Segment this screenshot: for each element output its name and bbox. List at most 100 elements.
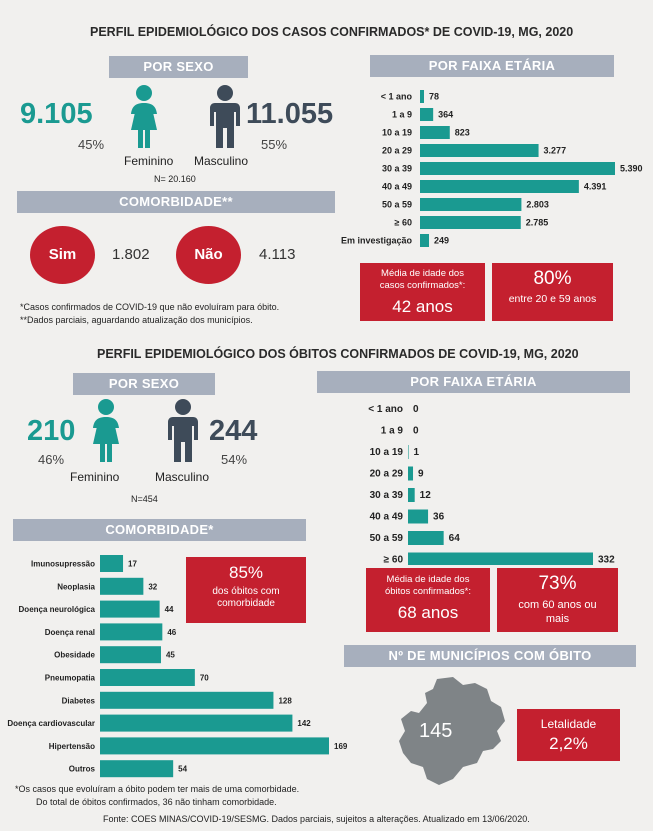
bar [100,714,293,732]
category-label: Outros [69,765,96,774]
deaths-female-label: Feminino [70,470,120,484]
bar [100,623,163,641]
bar [100,737,329,755]
cases-pct-box: 80% entre 20 e 59 anos [492,263,613,321]
bar [420,108,434,121]
cases-comorb-no-circle: Não [176,226,241,284]
female-person-icon [93,399,119,462]
deaths-comorb-box: 85% dos óbitos com comorbidade [186,557,306,623]
lethality-box: Letalidade 2,2% [517,709,620,761]
deaths-comorb-box-label: dos óbitos com comorbidade [212,586,280,609]
value-label: 44 [165,605,174,614]
deaths-pct-box: 73% com 60 anos ou mais [497,568,618,632]
value-label: 78 [429,92,439,102]
bar [408,552,593,565]
bar [408,509,429,524]
value-label: 54 [178,765,187,774]
cases-male-label: Masculino [194,154,249,168]
deaths-comorb-header: COMORBIDADE* [13,519,306,541]
category-label: Imunosupressão [31,560,95,569]
cases-comorb-yes-label: Sim [48,246,77,263]
value-label: 32 [148,582,157,591]
cases-comorb-header: COMORBIDADE** [17,191,335,213]
value-label: 823 [455,128,470,138]
cases-female-count: 9.105 [20,98,93,130]
cases-comorb-yes-circle: Sim [30,226,95,284]
deaths-comorb-chart: Imunosupressão 17 Neoplasia 32 Doença neurol… [7,555,348,778]
category-label: Em investigação [341,236,413,246]
category-label: 50 a 59 [382,200,412,210]
category-label: Pneumopatia [45,674,96,683]
cases-avg-age-value: 42 anos [392,297,453,316]
category-label: 40 a 49 [382,182,412,192]
cases-title: PERFIL EPIDEMIOLÓGICO DOS CASOS CONFIRMA… [90,25,574,39]
value-label: 0 [413,426,419,437]
bar [408,488,415,502]
category-label: < 1 ano [381,92,413,102]
category-label: Neoplasia [57,582,95,591]
value-label: 9 [418,469,424,480]
bar [100,646,161,664]
category-label: Obesidade [54,651,95,660]
deaths-avg-age-label: Média de idade dos óbitos confirmados*: [384,574,472,597]
value-label: 2.803 [526,200,549,210]
cases-comorb-yes-value: 1.802 [112,246,150,263]
category-label: Doença renal [45,628,95,637]
cases-total: N= 20.160 [154,174,196,184]
value-label: 364 [438,110,453,120]
deaths-male-count: 244 [209,415,258,447]
category-label: Diabetes [62,696,96,705]
cases-male-pct: 55% [261,137,288,152]
bar [408,466,414,481]
cases-comorb-no-label: Não [194,246,223,263]
minas-gerais-map-icon [399,677,505,785]
value-label: 17 [128,560,137,569]
category-label: 30 a 39 [370,490,404,501]
value-label: 142 [297,719,311,728]
bar [408,531,444,545]
deaths-male-pct: 54% [221,452,248,467]
bar [100,760,174,778]
bar [420,90,424,103]
cases-female-pct: 45% [78,137,105,152]
category-label: 10 a 19 [370,447,404,458]
bar [100,691,274,709]
category-label: 30 a 39 [382,164,412,174]
cases-avg-age-box: Média de idade dos casos confirmados*: 4… [360,263,485,321]
cases-male-count: 11.055 [246,98,334,130]
cases-note-2: **Dados parciais, aguardando atualização… [20,315,253,325]
bar [420,234,430,247]
bar [408,445,409,459]
male-person-icon [210,85,240,148]
category-label: Doença neurológica [19,605,96,614]
category-label: 20 a 29 [370,469,404,480]
bar [420,180,579,193]
bar [100,669,195,686]
bar [100,600,160,618]
value-label: 249 [434,236,449,246]
bar [420,126,450,139]
value-label: 12 [420,490,432,501]
bar [100,555,124,572]
value-label: 1 [414,447,420,458]
value-label: 70 [200,674,209,683]
category-label: Hipertensão [49,742,95,751]
cases-female-label: Feminino [124,154,174,168]
cases-pct-box-value: 80% [533,268,572,289]
value-label: 3.277 [544,146,567,156]
category-label: 20 a 29 [382,146,412,156]
cases-sex-header: POR SEXO [109,56,248,78]
municipalities-value: 145 [419,720,453,742]
deaths-pct-box-label: com 60 anos ou mais [518,599,597,625]
value-label: 64 [449,533,461,544]
category-label: 50 a 59 [370,533,404,544]
value-label: 5.390 [620,164,643,174]
category-label: 1 a 9 [392,110,412,120]
female-person-icon [131,85,157,148]
value-label: 169 [334,742,348,751]
value-label: 2.785 [526,218,549,228]
category-label: 10 a 19 [382,128,412,138]
deaths-female-pct: 46% [38,452,65,467]
deaths-comorb-box-value: 85% [228,563,264,582]
deaths-sex-header: POR SEXO [73,373,215,395]
